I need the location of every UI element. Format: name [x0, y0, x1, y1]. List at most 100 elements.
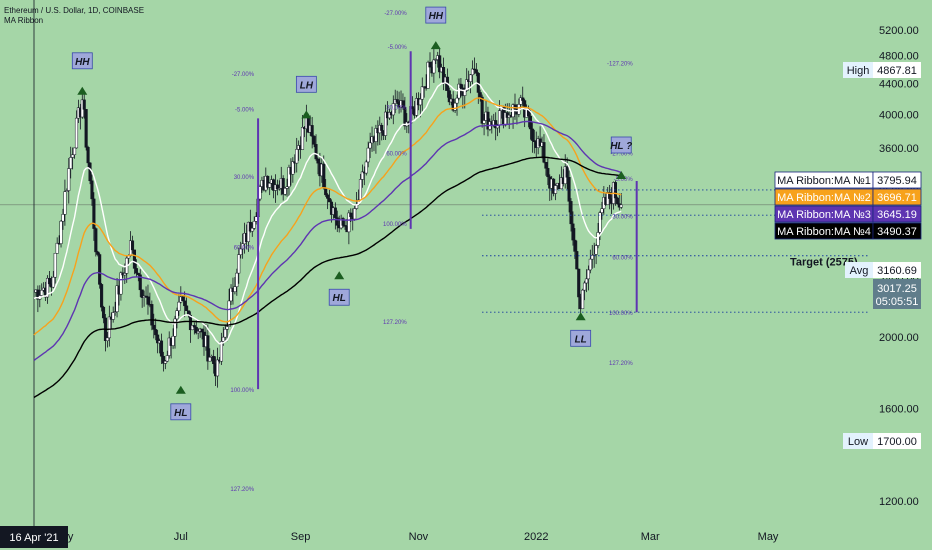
candle-body — [480, 96, 484, 124]
candle-body — [138, 274, 142, 291]
candle-body — [592, 254, 596, 256]
low-label-box — [843, 433, 873, 449]
candle-body — [185, 305, 189, 311]
candle-body — [246, 221, 250, 242]
time-tick-label: 2022 — [524, 531, 548, 543]
fib-level-label: -5.00% — [388, 45, 408, 51]
fib-level-label: -127.20% — [607, 61, 633, 67]
candle-body — [254, 216, 258, 222]
time-tick-label: Nov — [409, 531, 429, 543]
candle-body — [107, 316, 111, 339]
candle-body — [90, 180, 94, 200]
structure-arrow — [301, 110, 312, 119]
candle-body — [65, 190, 69, 192]
candle-body — [165, 355, 169, 362]
candle-body — [101, 306, 106, 319]
chart-title: Ethereum / U.S. Dollar, 1D, COINBASE — [4, 6, 145, 15]
candle-body — [167, 337, 171, 356]
candle-body — [239, 248, 243, 255]
candle-body — [287, 167, 291, 188]
target-label: Target (2575) — [790, 257, 858, 269]
candle-body — [347, 212, 351, 233]
candle-body — [96, 251, 100, 255]
structure-label: HL ? — [610, 141, 632, 152]
fib-level-label: -5.00% — [235, 108, 255, 114]
candle-body — [223, 328, 227, 338]
structure-arrow — [575, 312, 586, 321]
candle-body — [123, 273, 127, 276]
candle-body — [300, 127, 305, 150]
candle-body — [411, 106, 415, 110]
fib-level-label: -27.00% — [384, 11, 407, 17]
candle-body — [380, 124, 384, 131]
candle-body — [132, 249, 136, 269]
chart-subtitle: MA Ribbon — [4, 16, 44, 25]
candle-body — [478, 92, 482, 98]
candle-body — [241, 243, 245, 250]
candle-body — [63, 191, 67, 215]
structure-label-box — [570, 329, 592, 347]
candle-body — [51, 276, 55, 288]
candle-body — [368, 142, 372, 149]
candle-body — [594, 245, 598, 255]
price-tick-label: 1200.00 — [879, 496, 919, 508]
candle-body — [590, 255, 594, 260]
candle-body — [229, 287, 233, 302]
candle-body — [582, 282, 587, 291]
candle-body — [215, 359, 220, 377]
candle-body — [171, 335, 175, 346]
candle-body — [395, 99, 399, 103]
candle-body — [469, 74, 473, 82]
candle-body — [84, 109, 88, 148]
candle-body — [428, 61, 432, 68]
candle-body — [497, 110, 502, 126]
candle-body — [73, 147, 77, 156]
structure-label-box — [425, 6, 447, 24]
candle-body — [573, 239, 577, 252]
ma-value-2-box — [872, 188, 922, 206]
candle-body — [414, 98, 419, 116]
structure-label-box — [610, 136, 632, 154]
candle-body — [571, 223, 575, 241]
time-tick-label: Sep — [291, 531, 311, 543]
candle-body — [283, 188, 287, 195]
cursor-date-label: 16 Apr '21 — [9, 532, 58, 544]
price-tick-label: 2000.00 — [879, 332, 919, 344]
candle-body — [208, 356, 212, 362]
candle-body — [358, 179, 363, 201]
candle-body — [82, 99, 86, 110]
structure-label: LH — [300, 80, 314, 91]
candle-body — [55, 242, 59, 254]
candle-body — [608, 192, 612, 199]
candle-body — [154, 329, 158, 336]
candle-body — [47, 277, 52, 285]
candle-body — [221, 336, 225, 342]
high-label-box — [843, 62, 873, 78]
candle-body — [426, 61, 430, 89]
candle-body — [266, 175, 270, 188]
candle-body — [596, 232, 600, 246]
candle-body — [291, 161, 295, 175]
candle-body — [542, 142, 546, 163]
candle-body — [526, 108, 531, 117]
fib-level-label: 127.20% — [383, 320, 407, 326]
candle-body — [163, 360, 167, 364]
candle-body — [470, 68, 475, 76]
candle-body — [349, 212, 353, 218]
candle-body — [532, 140, 536, 143]
candle-body — [140, 289, 144, 298]
candle-body — [88, 162, 92, 182]
candle-body — [528, 115, 532, 130]
structure-label: HH — [429, 11, 444, 22]
candle-body — [418, 98, 422, 106]
candle-body — [459, 83, 463, 89]
ma-legend-1-text: MA Ribbon:MA №1 — [777, 175, 871, 187]
structure-label: HL — [333, 293, 346, 304]
candle-body — [188, 314, 193, 331]
candle-body — [53, 253, 57, 278]
candle-body — [98, 254, 102, 285]
candle-body — [565, 166, 569, 178]
candle-body — [521, 97, 525, 101]
candle-body — [61, 214, 65, 222]
